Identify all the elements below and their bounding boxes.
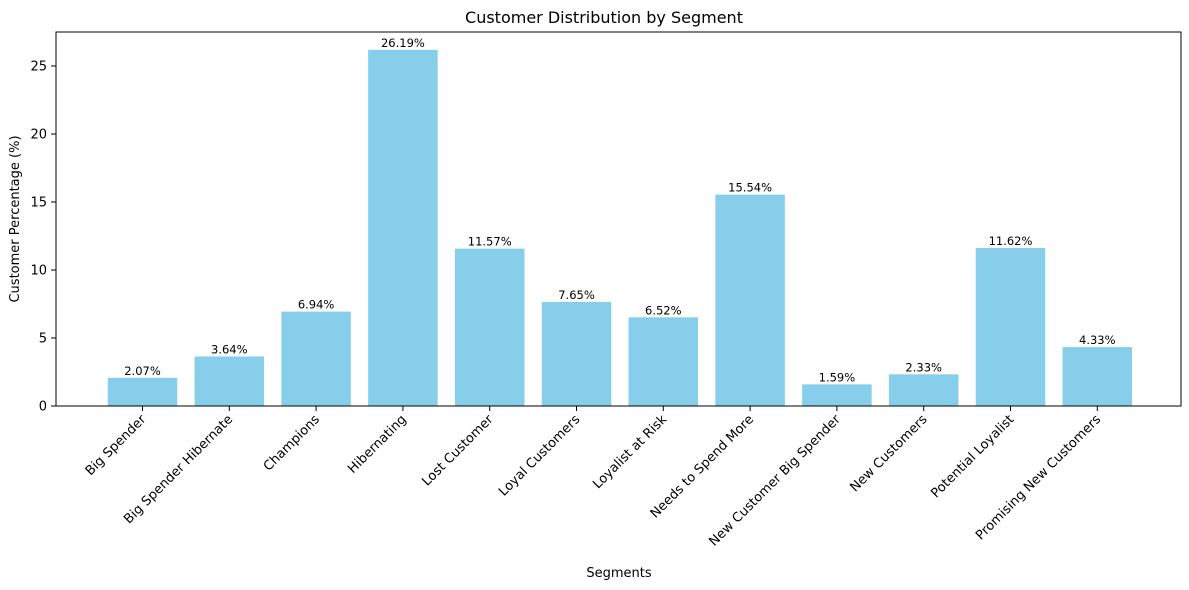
plot-area-frame	[55, 31, 1182, 407]
bar-value-label: 6.52%	[645, 303, 682, 317]
y-tick-label: 20	[30, 128, 47, 143]
bar	[715, 194, 785, 406]
bar	[541, 301, 612, 406]
y-tick-label: 5	[39, 332, 47, 347]
x-tick-label: Hibernating	[345, 412, 409, 476]
y-tick-label: 15	[30, 196, 47, 211]
x-tick-label: Champions	[261, 412, 323, 474]
bar	[281, 311, 351, 406]
bar	[1062, 347, 1133, 406]
bar-value-label: 11.57%	[468, 235, 512, 249]
x-tick-label: Potential Loyalist	[928, 412, 1017, 501]
y-tick-label: 0	[39, 400, 47, 415]
x-tick-label: New Customers	[847, 412, 930, 495]
bar-value-label: 7.65%	[558, 288, 595, 302]
bar-value-label: 15.54%	[728, 181, 772, 195]
bar	[975, 247, 1046, 406]
bar	[802, 384, 872, 406]
bar-value-label: 26.19%	[381, 36, 425, 50]
y-tick-label: 25	[30, 60, 47, 75]
bar-value-label: 1.59%	[819, 370, 856, 384]
chart-title: Customer Distribution by Segment	[465, 8, 743, 27]
y-tick-label: 10	[30, 264, 47, 279]
x-tick-label: Loyal Customers	[496, 412, 583, 499]
bar	[368, 49, 438, 406]
bar	[107, 377, 178, 406]
bar-value-label: 11.62%	[989, 234, 1033, 248]
bar-value-label: 4.33%	[1079, 333, 1116, 347]
x-tick-label: Big Spender	[83, 412, 150, 479]
y-axis-label: Customer Percentage (%)	[8, 135, 23, 302]
x-tick-label: Loyalist at Risk	[590, 412, 670, 492]
bar-value-label: 2.07%	[124, 364, 161, 378]
bar-value-label: 3.64%	[211, 343, 248, 357]
bar-value-label: 6.94%	[298, 298, 335, 312]
bar	[628, 317, 699, 406]
x-tick-label: Lost Customer	[419, 412, 497, 490]
bar-value-label: 2.33%	[905, 360, 942, 374]
bar	[454, 248, 525, 406]
bar	[888, 374, 959, 406]
bar	[194, 356, 265, 406]
x-axis-label: Segments	[586, 566, 652, 581]
